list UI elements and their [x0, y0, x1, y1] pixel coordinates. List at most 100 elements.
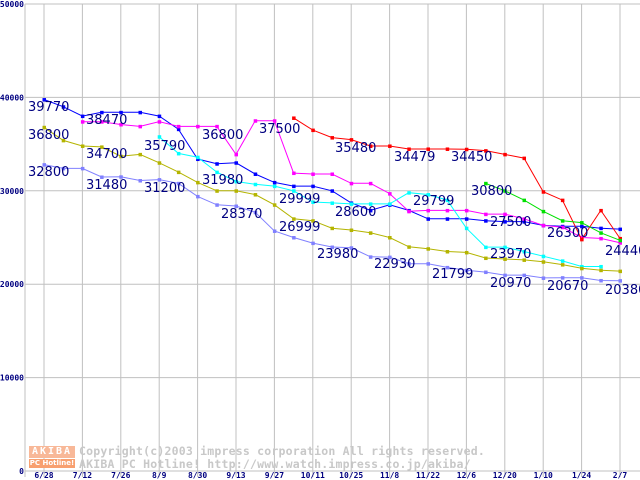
x-tick-label: 1/10 — [534, 471, 553, 480]
series-magenta-point — [560, 225, 565, 230]
y-tick-label: 0 — [19, 467, 24, 476]
series-cyan-point — [157, 135, 162, 139]
data-label: 30800 — [471, 184, 513, 199]
series-blue-point — [292, 184, 296, 189]
series-magenta-point — [407, 209, 411, 214]
series-lavender-point — [119, 175, 123, 179]
x-tick-label: 7/12 — [73, 471, 92, 480]
series-lavender-point — [196, 194, 200, 199]
data-label: 21799 — [432, 267, 474, 282]
series-blue-point — [522, 220, 526, 224]
series-lavender-point — [541, 276, 546, 280]
y-tick-label: 40000 — [0, 93, 24, 102]
series-cyan-point — [580, 264, 584, 269]
series-lavender-point — [80, 166, 85, 171]
series-cyan-point — [541, 254, 546, 259]
series-olive-point — [618, 269, 622, 274]
x-tick-label: 12/6 — [457, 471, 476, 480]
series-red-point — [407, 147, 411, 151]
series-olive-point — [138, 152, 142, 157]
series-green-point — [484, 181, 488, 186]
series-blue-point — [368, 208, 373, 213]
series-cyan-point — [388, 202, 392, 206]
x-tick-label: 7/26 — [111, 471, 130, 480]
series-lavender-point — [176, 181, 181, 186]
series-lavender-point — [599, 278, 603, 283]
series-magenta-point — [330, 172, 334, 176]
pc-hotline-logo: PC Hotline! — [29, 459, 75, 468]
series-red-point — [464, 147, 469, 152]
x-tick-label: 6/28 — [34, 471, 53, 480]
series-blue-point — [157, 114, 162, 119]
series-lavender-point — [388, 255, 392, 260]
series-lavender-point — [560, 276, 565, 280]
series-olive-point — [157, 161, 162, 165]
series-lavender-point — [61, 166, 66, 171]
series-red-point — [349, 138, 354, 142]
series-green-point — [580, 221, 584, 225]
series-magenta-point — [541, 223, 546, 228]
series-olive-point — [253, 193, 258, 197]
series-lavender-point — [100, 175, 104, 179]
series-magenta-point — [215, 124, 219, 129]
data-label: 31980 — [202, 173, 244, 188]
series-blue-point — [42, 98, 46, 102]
series-lavender-point — [580, 276, 584, 280]
data-label: 38470 — [86, 113, 128, 128]
series-olive-point — [464, 250, 469, 255]
url-watermark: AKIBA PC Hotline! http://www.watch.impre… — [79, 457, 471, 471]
x-tick-label: 11/22 — [416, 471, 440, 480]
series-olive-point — [580, 266, 584, 271]
data-label: 36800 — [28, 128, 70, 143]
series-lavender-point — [426, 262, 430, 266]
series-lavender-point — [522, 273, 526, 278]
data-label: 28370 — [221, 207, 263, 222]
series-blue-point — [196, 157, 200, 162]
data-label: 32800 — [28, 165, 70, 180]
series-magenta-point — [176, 124, 181, 129]
series-magenta-point — [522, 217, 526, 221]
series-lavender-point — [311, 241, 315, 246]
copyright-watermark: Copyright(c)2003 impress corporation All… — [79, 444, 486, 458]
series-red-point — [388, 144, 392, 148]
series-magenta-point — [580, 236, 584, 240]
series-cyan-point — [599, 264, 603, 269]
series-magenta-point — [503, 212, 507, 217]
series-olive-point — [80, 144, 85, 148]
series-lavender-point — [272, 229, 277, 233]
series-cyan-line — [158, 136, 601, 267]
data-label: 28600 — [335, 205, 377, 220]
series-olive-point — [119, 154, 123, 159]
series-olive-point — [503, 257, 507, 261]
series-magenta-point — [311, 172, 315, 176]
series-green-line — [485, 182, 621, 241]
data-label: 20380 — [605, 283, 640, 298]
series-magenta-point — [388, 192, 392, 196]
series-cyan-point — [368, 202, 373, 206]
data-label: 29799 — [413, 194, 455, 209]
data-label: 34450 — [451, 150, 493, 165]
series-lavender-line — [43, 164, 621, 282]
series-magenta-point — [464, 208, 469, 213]
series-olive-point — [445, 250, 450, 254]
series-blue-point — [599, 226, 603, 231]
x-tick-label: 11/8 — [380, 471, 399, 480]
series-cyan-point — [484, 245, 488, 250]
series-blue-point — [234, 161, 238, 165]
data-label: 20670 — [547, 279, 589, 294]
series-red-point — [522, 156, 526, 161]
series-lavender-point — [445, 265, 450, 270]
series-blue-point — [215, 162, 219, 166]
data-label: 27500 — [490, 215, 532, 230]
series-lavender-point — [253, 210, 258, 215]
series-olive-point — [61, 138, 66, 143]
series-magenta-point — [80, 120, 85, 124]
series-green-point — [599, 231, 603, 235]
series-blue-point — [580, 224, 584, 229]
series-magenta-point — [100, 120, 104, 124]
series-cyan-point — [196, 155, 200, 160]
series-blue-point — [176, 127, 181, 132]
series-lavender-point — [215, 203, 219, 207]
series-lavender-point — [292, 236, 296, 240]
